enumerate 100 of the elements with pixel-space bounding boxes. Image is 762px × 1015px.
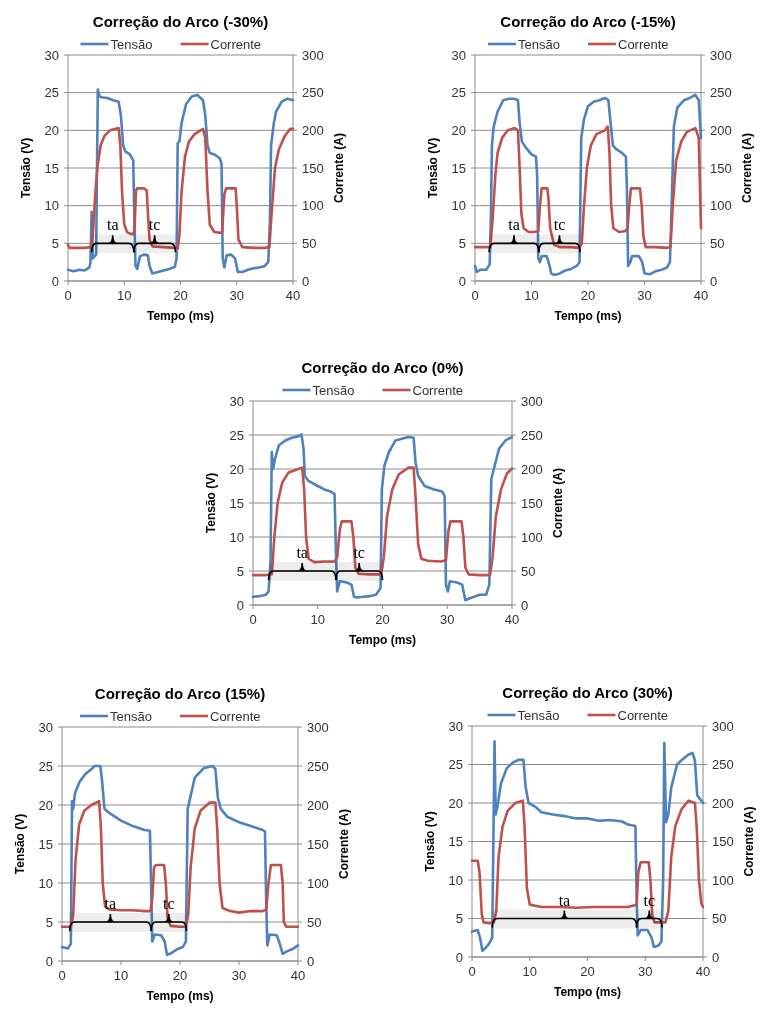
line-series — [60, 799, 300, 928]
y2-tick-label: 0 — [712, 949, 720, 965]
y-axis-title: Tensão (V) — [19, 137, 33, 199]
legend-label: Corrente — [210, 36, 262, 52]
y2-tick-label: 100 — [712, 872, 734, 888]
x-tick-label: 30 — [637, 288, 652, 303]
y2-axis-title: Corrente (A) — [332, 132, 346, 204]
y2-tick-label: 150 — [710, 160, 732, 176]
x-tick-label: 40 — [504, 612, 520, 627]
y2-tick-label: 50 — [302, 235, 317, 251]
y-tick-label: 5 — [455, 911, 463, 926]
line-series — [470, 799, 705, 925]
y-tick-label: 25 — [38, 758, 53, 774]
x-tick-label: 30 — [638, 964, 653, 979]
y2-tick-label: 0 — [710, 273, 718, 289]
legend-label: Corrente — [210, 708, 261, 724]
x-axis-title: Tempo (ms) — [146, 989, 214, 1003]
y2-tick-label: 250 — [712, 757, 734, 772]
y-tick-label: 15 — [38, 836, 53, 852]
chart-title: Correção do Arco (-30%) — [92, 13, 269, 30]
y2-tick-label: 300 — [307, 719, 329, 735]
x-tick-label: 0 — [64, 288, 72, 303]
x-tick-label: 40 — [693, 288, 709, 303]
line-series — [251, 433, 514, 602]
legend-label: Corrente — [412, 382, 464, 398]
y2-tick-label: 50 — [307, 914, 322, 930]
line-series — [66, 126, 295, 250]
legend-label: Tensão — [517, 707, 560, 723]
band-label: ta — [106, 216, 119, 234]
x-tick-label: 10 — [524, 288, 539, 303]
y2-tick-label: 150 — [307, 836, 329, 852]
x-tick-label: 40 — [285, 288, 301, 303]
y2-tick-label: 100 — [521, 529, 543, 545]
y-tick-label: 0 — [455, 949, 463, 965]
chart-title: Correção do Arco (-15%) — [500, 13, 676, 30]
x-tick-label: 10 — [113, 968, 129, 983]
y2-tick-label: 300 — [521, 393, 543, 409]
y-axis-title: Tensão (V) — [204, 472, 218, 534]
legend-label: Tensão — [518, 36, 560, 52]
y2-tick-label: 250 — [710, 85, 732, 101]
y2-tick-label: 0 — [307, 953, 315, 969]
y-tick-label: 15 — [451, 160, 466, 176]
y-tick-label: 5 — [45, 914, 53, 930]
legend-label: Corrente — [618, 36, 669, 52]
y-tick-label: 30 — [451, 47, 466, 63]
y2-tick-label: 150 — [712, 834, 734, 849]
band-label: tc — [148, 216, 161, 234]
y2-tick-label: 300 — [712, 718, 734, 734]
band-label: ta — [558, 891, 571, 909]
y2-tick-label: 0 — [521, 597, 529, 613]
y2-tick-label: 250 — [302, 85, 324, 101]
y-tick-label: 30 — [44, 47, 59, 63]
chart-title: Correção do Arco (15%) — [94, 685, 266, 702]
y-tick-label: 20 — [38, 797, 53, 813]
y2-tick-label: 50 — [710, 235, 725, 251]
x-tick-label: 0 — [249, 612, 257, 627]
y-tick-label: 15 — [44, 160, 59, 176]
y2-axis-title: Corrente (A) — [740, 132, 754, 204]
x-tick-label: 40 — [290, 968, 306, 983]
y-tick-label: 25 — [229, 427, 244, 443]
y-tick-label: 0 — [51, 273, 59, 289]
y-tick-label: 20 — [229, 461, 244, 477]
x-tick-label: 20 — [172, 968, 188, 983]
y2-tick-label: 200 — [307, 797, 329, 813]
line-series — [60, 764, 300, 957]
y-tick-label: 5 — [458, 235, 466, 251]
y-tick-label: 5 — [51, 235, 59, 251]
y2-tick-label: 0 — [302, 273, 310, 289]
band-label: tc — [553, 216, 566, 234]
y-tick-label: 25 — [44, 85, 59, 101]
y2-tick-label: 150 — [521, 495, 543, 511]
x-tick-label: 0 — [471, 288, 479, 303]
y-tick-label: 25 — [451, 85, 466, 101]
y-axis-title: Tensão (V) — [423, 811, 437, 872]
line-series — [251, 466, 514, 577]
legend-label: Tensão — [110, 708, 152, 724]
x-tick-label: 20 — [580, 288, 596, 303]
y2-tick-label: 250 — [307, 758, 329, 774]
y-tick-label: 0 — [45, 953, 53, 969]
y-tick-label: 15 — [229, 495, 244, 511]
y-tick-label: 10 — [448, 872, 463, 888]
y-tick-label: 30 — [229, 393, 244, 409]
y2-tick-label: 200 — [710, 122, 732, 138]
y2-axis-title: Corrente (A) — [337, 808, 351, 880]
line-series — [473, 125, 703, 250]
y2-tick-label: 150 — [302, 160, 324, 176]
y2-tick-label: 200 — [302, 122, 324, 138]
y2-tick-label: 300 — [710, 47, 732, 63]
y2-axis-title: Corrente (A) — [742, 806, 756, 877]
y-tick-label: 5 — [236, 563, 244, 579]
y-tick-label: 20 — [44, 122, 59, 138]
y-axis-title: Tensão (V) — [13, 813, 27, 875]
line-series — [473, 93, 703, 277]
y-axis-title: Tensão (V) — [426, 137, 440, 199]
x-tick-label: 10 — [522, 964, 537, 979]
x-tick-label: 20 — [173, 288, 188, 303]
y-tick-label: 10 — [38, 875, 53, 891]
legend-label: Tensão — [110, 36, 153, 52]
x-axis-title: Tempo (ms) — [146, 309, 215, 323]
y-tick-label: 0 — [458, 273, 466, 289]
